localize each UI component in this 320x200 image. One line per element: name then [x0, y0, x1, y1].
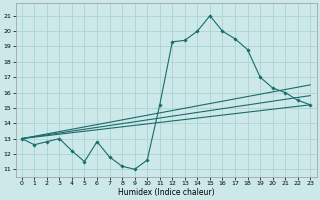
X-axis label: Humidex (Indice chaleur): Humidex (Indice chaleur): [118, 188, 214, 197]
